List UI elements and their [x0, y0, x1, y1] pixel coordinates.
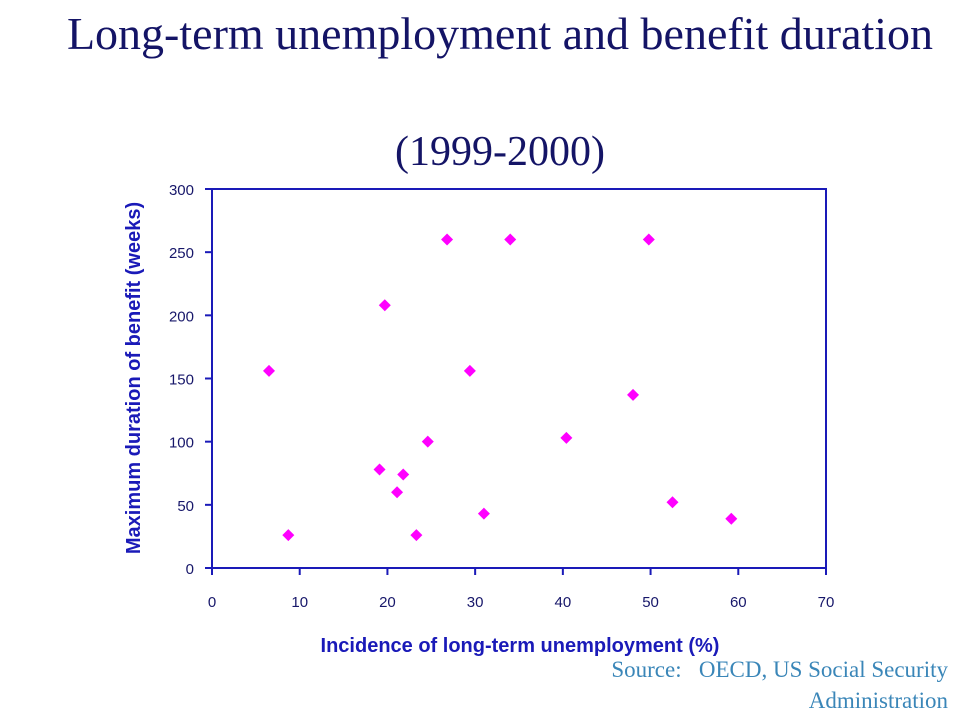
chart-subtitle: (1999-2000): [395, 129, 605, 175]
plot-area: 0 10 20 30 40 50 60 70 0 50 100 150 200 250 300 Inciden…: [123, 182, 834, 657]
y-tick-label: 300: [169, 182, 194, 199]
x-tick-label: 50: [642, 594, 659, 611]
data-point: [725, 512, 738, 525]
data-point: [642, 233, 655, 246]
data-point: [378, 299, 391, 312]
data-point: [391, 486, 404, 499]
data-point: [441, 233, 454, 246]
x-tick-label: 40: [555, 594, 572, 611]
plot-frame: [211, 188, 827, 569]
y-tick-label: 100: [169, 435, 194, 452]
data-point: [421, 435, 434, 448]
data-point: [397, 468, 410, 481]
source-line-2: Administration: [808, 688, 948, 713]
data-point: [666, 496, 679, 509]
x-tick-label: 60: [730, 594, 747, 611]
x-axis-label: Incidence of long-term unemployment (%): [321, 635, 720, 657]
y-tick-label: 50: [177, 498, 194, 515]
chart-title: Long-term unemployment and benefit durat…: [66, 8, 934, 59]
x-tick-label: 10: [291, 594, 308, 611]
data-point: [504, 233, 517, 246]
y-tick-label: 250: [169, 245, 194, 262]
data-point: [373, 463, 386, 476]
data-point: [410, 529, 423, 542]
data-point: [560, 431, 573, 444]
y-tick-label: 0: [186, 561, 194, 578]
y-tick-label: 150: [169, 372, 194, 389]
data-point: [627, 388, 640, 401]
x-tick-label: 20: [379, 594, 396, 611]
data-point: [282, 529, 295, 542]
y-tick-label: 200: [169, 308, 194, 325]
data-point: [477, 507, 490, 520]
y-axis-label: Maximum duration of benefit (weeks): [123, 202, 145, 554]
x-tick-label: 70: [818, 594, 835, 611]
data-point: [263, 364, 276, 377]
x-tick-label: 0: [208, 594, 216, 611]
x-tick-label: 30: [467, 594, 484, 611]
source-note: Source: OECD, US Social Security Adminis…: [611, 654, 948, 716]
data-point: [463, 364, 476, 377]
source-line-1: Source: OECD, US Social Security: [611, 657, 948, 682]
